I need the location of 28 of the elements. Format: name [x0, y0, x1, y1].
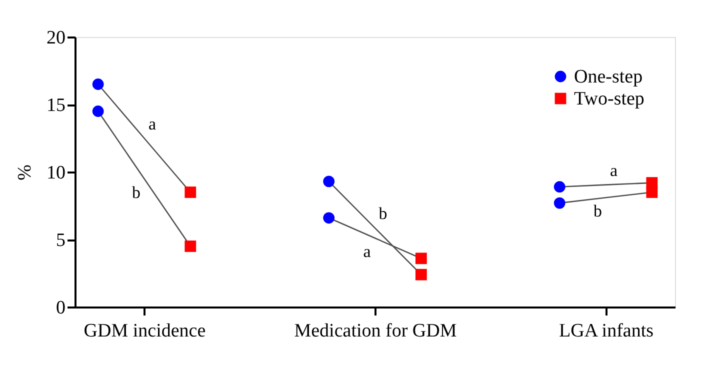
y-tick-label: 0 [56, 298, 66, 318]
annotation: a [363, 242, 372, 262]
x-tick-label: Medication for GDM [294, 320, 457, 342]
point [92, 106, 104, 117]
annotation: b [594, 202, 602, 221]
point [646, 177, 658, 188]
point [323, 176, 335, 188]
legend-label: One-step [574, 66, 643, 88]
y-tick-label: 5 [56, 230, 66, 251]
annotation: a [148, 114, 156, 134]
point [323, 212, 335, 224]
point [415, 252, 427, 264]
x-tick-label: GDM incidence [84, 320, 206, 342]
point [184, 186, 196, 198]
legend-label: Two-step [574, 88, 644, 110]
y-tick-label: 15 [46, 95, 66, 116]
annotation: b [378, 204, 388, 224]
annotation: a [610, 160, 618, 180]
point [415, 268, 427, 280]
point [554, 181, 566, 193]
annotation: b [132, 182, 140, 202]
point [554, 197, 566, 209]
y-axis-title: % [14, 164, 36, 180]
point [184, 240, 196, 252]
point [92, 78, 104, 90]
x-tick-label: LGA infants [559, 320, 654, 342]
y-tick-label: 10 [46, 162, 66, 184]
y-tick-label: 20 [46, 28, 66, 48]
